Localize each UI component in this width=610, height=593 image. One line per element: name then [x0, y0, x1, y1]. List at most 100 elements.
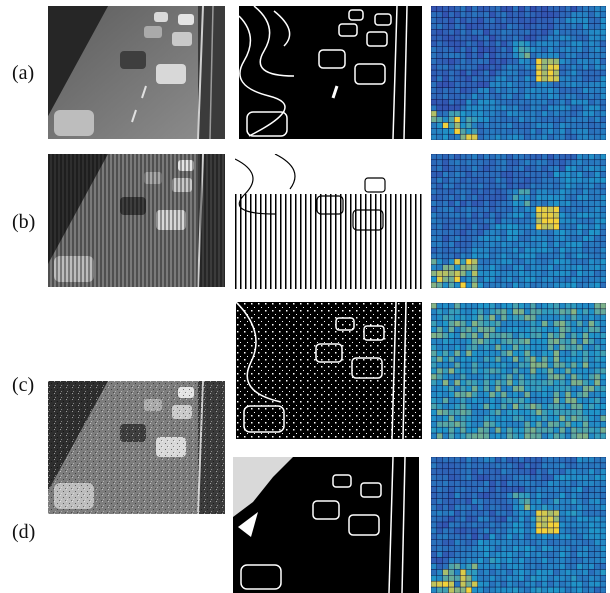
- heatmap-cell: [564, 93, 572, 100]
- heatmap-cell: [570, 223, 578, 230]
- heatmap-cell: [483, 498, 490, 505]
- heatmap-cell: [477, 34, 484, 42]
- heatmap-cell: [553, 29, 560, 36]
- heatmap-cell: [564, 533, 572, 540]
- heatmap-cell: [448, 264, 455, 271]
- heatmap-cell: [442, 188, 449, 195]
- heatmap-cell: [454, 188, 461, 195]
- heatmap-cell: [582, 379, 589, 386]
- heatmap-cell: [547, 159, 554, 166]
- heatmap-cell: [459, 194, 467, 201]
- heatmap-cell: [564, 165, 572, 172]
- heatmap-cell: [588, 569, 595, 576]
- heatmap-cell: [454, 462, 461, 470]
- heatmap-cell: [576, 270, 583, 277]
- heatmap-cell: [570, 350, 578, 357]
- heatmap-cell: [570, 557, 578, 564]
- heatmap-cell: [477, 308, 484, 316]
- heatmap-cell: [483, 350, 490, 357]
- heatmap-cell: [483, 133, 490, 140]
- heatmap-cell: [518, 159, 525, 166]
- heatmap-cell: [564, 492, 572, 499]
- heatmap-cell: [594, 379, 601, 386]
- heatmap-cell: [599, 64, 606, 71]
- heatmap-cell: [471, 200, 478, 207]
- heatmap-cell: [431, 93, 438, 100]
- heatmap-cell: [529, 116, 537, 123]
- heatmap-cell: [442, 421, 449, 428]
- heatmap-cell: [506, 344, 513, 351]
- heatmap-cell: [582, 557, 589, 564]
- heatmap-cell: [459, 52, 467, 59]
- heatmap-cell: [535, 504, 543, 511]
- heatmap-cell: [506, 545, 513, 552]
- heatmap-cell: [494, 252, 502, 260]
- heatmap-cell: [512, 367, 519, 375]
- heatmap-cell: [564, 52, 572, 59]
- heatmap-cell: [541, 34, 548, 42]
- heatmap-cell: [506, 391, 513, 398]
- heatmap-cell: [582, 498, 589, 505]
- heatmap-cell: [489, 580, 496, 588]
- heatmap-cell: [465, 116, 473, 123]
- heatmap-cell: [483, 258, 490, 265]
- heatmap-cell: [529, 194, 537, 201]
- heatmap-cell: [506, 474, 513, 481]
- heatmap-cell: [471, 533, 478, 540]
- heatmap-cell: [431, 314, 438, 321]
- heatmap-cell: [588, 515, 595, 523]
- heatmap-cell: [541, 545, 548, 552]
- heatmap-cell: [529, 320, 537, 327]
- heatmap-cell: [483, 75, 490, 82]
- heatmap-cell: [442, 87, 449, 94]
- heatmap-cell: [489, 303, 496, 310]
- heatmap-cell: [489, 29, 496, 36]
- heatmap-cell: [582, 462, 589, 470]
- heatmap-cell: [506, 415, 513, 422]
- heatmap-cell: [483, 569, 490, 576]
- heatmap-cell: [553, 264, 560, 271]
- heatmap-cell: [448, 533, 455, 540]
- heatmap-cell: [494, 133, 502, 140]
- heatmap-cell: [489, 46, 496, 53]
- heatmap-cell: [442, 177, 449, 184]
- heatmap-cell: [547, 580, 554, 588]
- heatmap-cell: [535, 264, 543, 271]
- heatmap-cell: [489, 367, 496, 375]
- heatmap-cell: [483, 52, 490, 59]
- heatmap-cell: [436, 182, 443, 190]
- heatmap-cell: [500, 521, 508, 529]
- heatmap-cell: [483, 212, 490, 219]
- heatmap-cell: [570, 270, 578, 277]
- heatmap-cell: [459, 104, 467, 112]
- heatmap-cell: [529, 492, 537, 499]
- heatmap-cell: [471, 521, 478, 529]
- heatmap-cell: [547, 563, 554, 570]
- heatmap-cell: [489, 270, 496, 277]
- heatmap-cell: [506, 206, 513, 213]
- heatmap-cell: [442, 69, 449, 77]
- heatmap-cell: [477, 586, 484, 593]
- heatmap-cell: [500, 361, 508, 369]
- heatmap-cell: [564, 241, 572, 248]
- heatmap-cell: [564, 403, 572, 410]
- heatmap-cell: [524, 171, 531, 178]
- heatmap-cell: [582, 81, 589, 88]
- heatmap-cell: [471, 397, 478, 404]
- heatmap-cell: [588, 314, 595, 321]
- heatmap-cell: [500, 75, 508, 82]
- heatmap-cell: [506, 87, 513, 94]
- heatmap-cell: [588, 40, 595, 47]
- heatmap-cell: [500, 154, 508, 161]
- heatmap-cell: [465, 99, 473, 106]
- heatmap-cell: [576, 303, 583, 310]
- heatmap-cell: [436, 510, 443, 517]
- heatmap-cell: [524, 385, 531, 392]
- heatmap-cell: [471, 247, 478, 254]
- heatmap-cell: [529, 409, 537, 416]
- heatmap-cell: [477, 23, 484, 30]
- heatmap-cell: [500, 212, 508, 219]
- heatmap-cell: [553, 122, 560, 129]
- heatmap-cell: [529, 326, 537, 333]
- heatmap-cell: [477, 154, 484, 161]
